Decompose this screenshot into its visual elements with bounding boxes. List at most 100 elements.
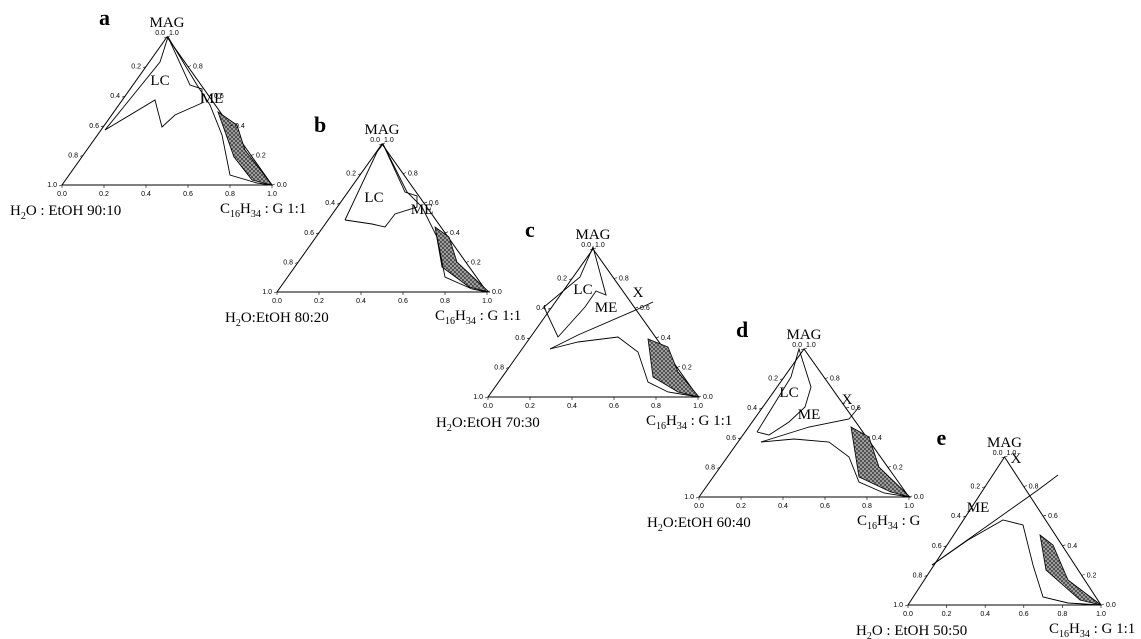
apex-label: MAG bbox=[149, 15, 184, 31]
region-label: ME bbox=[201, 91, 224, 107]
tick-label: 0.0 bbox=[492, 289, 502, 296]
tick-label: 0.0 bbox=[370, 137, 380, 144]
panel-letter: d bbox=[736, 317, 748, 342]
tick-label: 0.2 bbox=[557, 276, 567, 283]
apex-label: MAG bbox=[786, 327, 821, 343]
tick-mark bbox=[166, 35, 171, 38]
left-label-part: H bbox=[225, 310, 236, 326]
tick-label: 1.0 bbox=[482, 298, 492, 305]
tick-label: 0.6 bbox=[214, 93, 224, 100]
tick-mark bbox=[592, 247, 597, 250]
tick-label: 0.4 bbox=[980, 611, 990, 618]
tick-label: 0.8 bbox=[705, 464, 715, 471]
right-label-part: 34 bbox=[677, 421, 687, 432]
tick-label: 1.0 bbox=[384, 137, 394, 144]
right-label-part: 34 bbox=[466, 316, 476, 327]
tick-label: 0.4 bbox=[951, 513, 961, 520]
tick-mark bbox=[465, 261, 470, 263]
tick-label: 0.4 bbox=[450, 230, 460, 237]
tick-label: 0.0 bbox=[914, 494, 924, 501]
tick-label: 0.4 bbox=[747, 405, 757, 412]
tick-mark bbox=[1081, 574, 1085, 576]
right-label-part: 16 bbox=[230, 209, 240, 220]
tick-label: 0.4 bbox=[661, 335, 671, 342]
tick-label: 0.8 bbox=[862, 503, 872, 510]
phase-boundary bbox=[760, 406, 860, 443]
tick-label: 0.8 bbox=[830, 376, 840, 383]
tick-label: 0.0 bbox=[581, 242, 591, 249]
tick-mark bbox=[866, 436, 871, 439]
right-label-part: C bbox=[1049, 621, 1059, 637]
tick-label: 0.2 bbox=[525, 403, 535, 410]
tick-label: 1.0 bbox=[893, 602, 903, 609]
tick-mark bbox=[908, 495, 913, 498]
region-label: LC bbox=[364, 190, 383, 206]
right-label: C16H34 : G bbox=[857, 513, 921, 532]
tick-mark bbox=[904, 604, 909, 607]
right-label-part: 34 bbox=[888, 521, 898, 532]
tick-label: 0.2 bbox=[131, 64, 141, 71]
tick-mark bbox=[378, 143, 383, 146]
tick-label: 0.8 bbox=[283, 259, 293, 266]
tick-label: 0.8 bbox=[651, 403, 661, 410]
tick-label: 1.0 bbox=[169, 30, 179, 37]
tick-label: 0.6 bbox=[89, 123, 99, 130]
tick-label: 0.4 bbox=[325, 200, 335, 207]
left-label: H2O:EtOH 70:30 bbox=[436, 415, 540, 434]
tick-mark bbox=[100, 125, 105, 128]
region-label: ME bbox=[411, 202, 434, 218]
left-label-part: H bbox=[436, 415, 447, 431]
tick-label: 0.2 bbox=[256, 152, 266, 159]
tick-mark bbox=[943, 545, 947, 548]
tick-mark bbox=[58, 184, 63, 187]
tick-label: 0.0 bbox=[703, 394, 713, 401]
tick-label: 0.2 bbox=[970, 484, 980, 491]
right-label: C16H34 : G 1:1 bbox=[220, 201, 306, 220]
tick-label: 0.6 bbox=[726, 435, 736, 442]
tick-label: 0.6 bbox=[429, 200, 439, 207]
region-label: ME bbox=[798, 407, 821, 423]
tick-label: 0.0 bbox=[483, 403, 493, 410]
tick-label: 0.6 bbox=[851, 405, 861, 412]
tick-label: 1.0 bbox=[904, 503, 914, 510]
tick-mark bbox=[1023, 485, 1027, 487]
tick-mark bbox=[381, 142, 386, 145]
tick-label: 0.8 bbox=[440, 298, 450, 305]
tick-mark bbox=[273, 291, 278, 294]
tick-label: 0.4 bbox=[141, 191, 151, 198]
left-label-part: O : EtOH 50:50 bbox=[872, 623, 967, 639]
tick-label: 1.0 bbox=[595, 242, 605, 249]
tick-mark bbox=[589, 248, 594, 251]
tick-label: 0.8 bbox=[1058, 611, 1068, 618]
tick-label: 1.0 bbox=[1007, 450, 1017, 457]
tick-mark bbox=[676, 366, 681, 368]
tick-mark bbox=[845, 406, 850, 409]
tick-mark bbox=[444, 231, 449, 234]
tick-mark bbox=[803, 347, 808, 350]
tick-label: 1.0 bbox=[262, 289, 272, 296]
tick-label: 0.2 bbox=[471, 259, 481, 266]
tick-label: 1.0 bbox=[47, 182, 57, 189]
triangle bbox=[487, 248, 699, 398]
phase-boundary bbox=[756, 347, 812, 436]
tick-mark bbox=[336, 202, 341, 205]
triangle bbox=[61, 36, 273, 186]
tick-mark bbox=[271, 183, 276, 186]
tick-label: 0.0 bbox=[993, 450, 1003, 457]
tick-mark bbox=[634, 306, 639, 309]
phase-boundary bbox=[549, 301, 654, 350]
right-label-part: H bbox=[1069, 621, 1080, 637]
tick-label: 0.8 bbox=[225, 191, 235, 198]
tick-label: 0.2 bbox=[942, 611, 952, 618]
tick-label: 1.0 bbox=[806, 342, 816, 349]
left-label-part: O:EtOH 80:20 bbox=[241, 310, 329, 326]
right-label-part: H bbox=[455, 308, 466, 324]
triangle bbox=[276, 143, 488, 293]
left-label-part: 2 bbox=[867, 631, 872, 639]
left-label-part: 2 bbox=[658, 523, 663, 534]
panel-letter: c bbox=[525, 217, 535, 242]
left-label-part: O:EtOH 70:30 bbox=[452, 415, 540, 431]
ternary-panel: 0.0 0.2 0.4 0.6 0.8 1.00.00.20.40.60.81.01.00… bbox=[436, 217, 732, 434]
phase-boundary bbox=[543, 245, 607, 338]
tick-label: 0.2 bbox=[682, 364, 692, 371]
